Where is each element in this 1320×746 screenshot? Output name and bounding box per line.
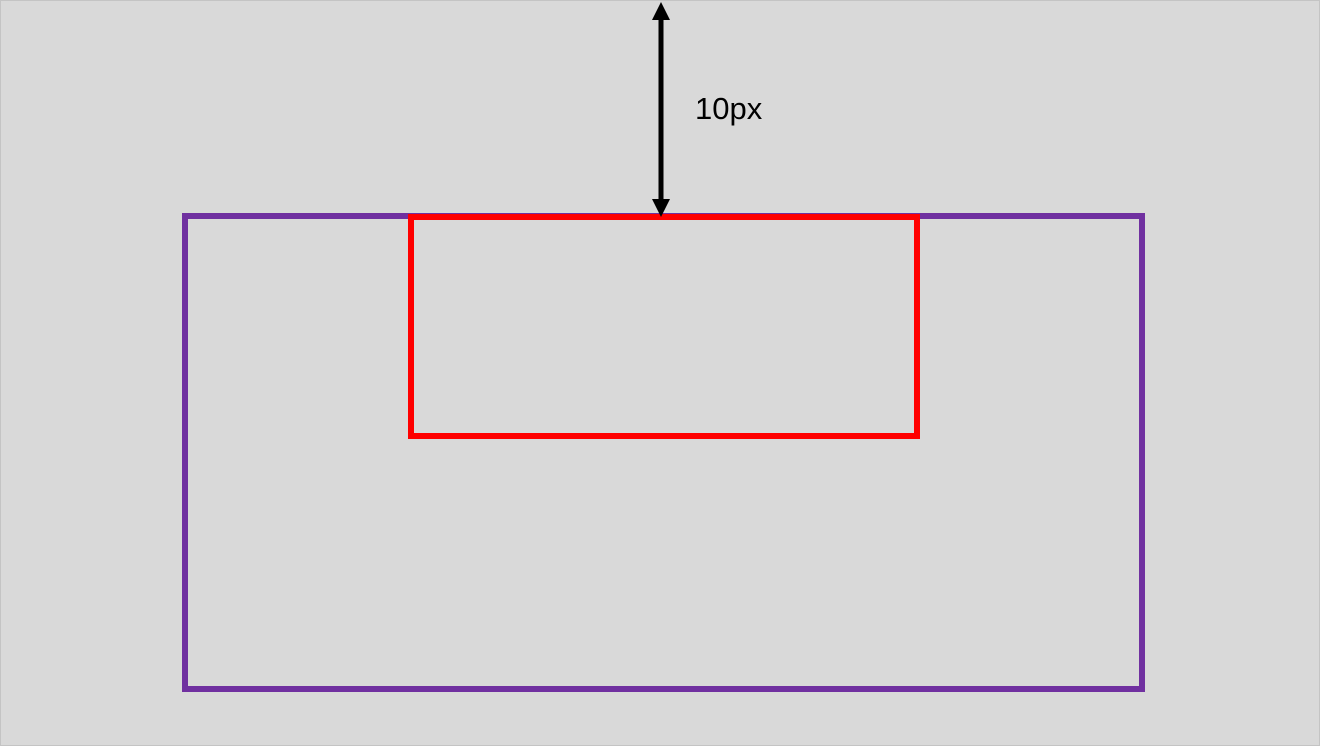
arrow-head-top bbox=[652, 2, 670, 20]
inner-element-box bbox=[408, 214, 920, 439]
spacing-dimension-label: 10px bbox=[695, 91, 763, 126]
double-headed-vertical-arrow-icon bbox=[652, 2, 670, 217]
arrow-head-bottom bbox=[652, 199, 670, 217]
